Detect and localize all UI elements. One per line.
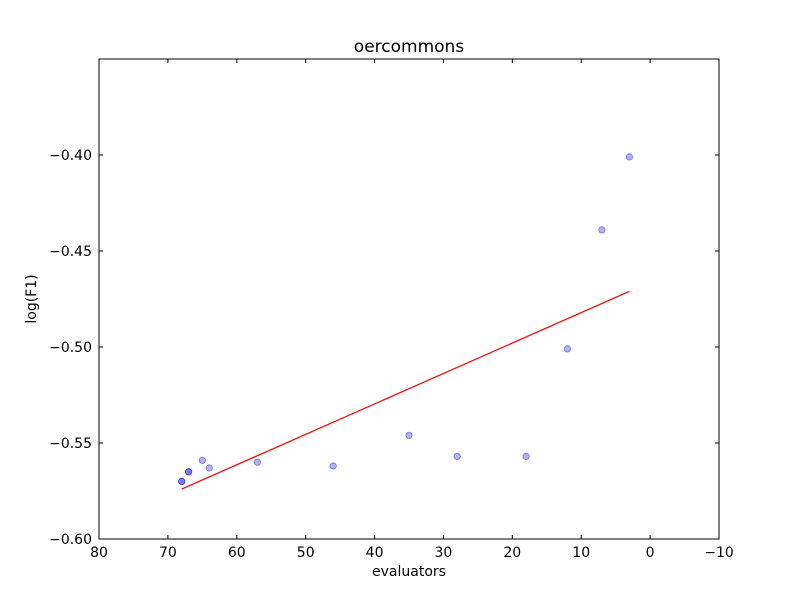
plot-area: 80 70 60 50 40 30 20 10 0 −10 −0.60 −0.55 −0.50 −0.45… — [49, 58, 734, 561]
y-tick-label-4: −0.40 — [49, 148, 92, 164]
data-point-2 — [185, 468, 193, 476]
data-point-9 — [453, 452, 461, 460]
data-point-10 — [522, 452, 530, 460]
chart-title: oercommons — [354, 37, 465, 57]
y-axis-label: log(F1) — [24, 274, 40, 323]
data-point-13 — [625, 153, 634, 161]
x-tick-label-2: 60 — [228, 545, 246, 561]
x-axis-label: evaluators — [372, 564, 446, 580]
y-tick-label-0: −0.60 — [49, 532, 92, 548]
data-point-4 — [198, 456, 206, 464]
data-point-11 — [563, 345, 572, 353]
fit-line — [181, 290, 630, 490]
data-point-8 — [405, 431, 413, 439]
x-tick-label-9: −10 — [704, 545, 734, 561]
data-point-0 — [178, 477, 186, 485]
data-point-1 — [178, 477, 186, 485]
y-tick-label-3: −0.45 — [49, 244, 92, 260]
x-tick-label-6: 20 — [503, 545, 521, 561]
x-tick-label-1: 70 — [159, 545, 177, 561]
data-point-7 — [329, 462, 337, 470]
x-tick-label-0: 80 — [90, 545, 108, 561]
x-tick-label-4: 40 — [366, 545, 384, 561]
axes-frame — [98, 58, 720, 540]
data-point-6 — [253, 458, 261, 466]
data-point-3 — [185, 468, 193, 476]
x-tick-label-3: 50 — [297, 545, 315, 561]
data-point-12 — [598, 226, 606, 234]
data-point-5 — [205, 464, 213, 472]
y-tick-label-2: −0.50 — [49, 340, 92, 356]
y-tick-label-1: −0.55 — [49, 436, 92, 452]
x-tick-label-5: 30 — [434, 545, 452, 561]
x-tick-label-7: 10 — [572, 545, 590, 561]
x-tick-label-8: 0 — [646, 545, 655, 561]
